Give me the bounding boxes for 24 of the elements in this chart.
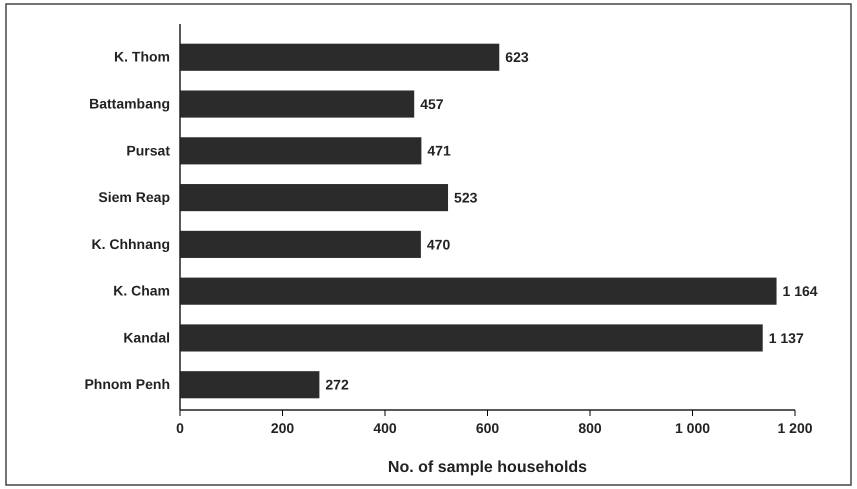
- y-tick-label: Kandal: [123, 329, 170, 346]
- x-tick-label: 0: [176, 420, 184, 436]
- x-tick-label: 400: [373, 420, 397, 436]
- x-tick-label: 1 000: [674, 420, 710, 436]
- y-tick-label: Pursat: [126, 142, 170, 158]
- data-label: 1 164: [782, 283, 818, 300]
- data-label: 623: [505, 49, 529, 66]
- x-tick-label: 600: [476, 420, 500, 436]
- x-axis-title: No. of sample households: [388, 459, 588, 476]
- data-label: 1 137: [768, 330, 804, 346]
- y-tick-label: K. Cham: [113, 282, 170, 299]
- y-tick-label: Phnom Penh: [84, 376, 170, 392]
- y-tick-label: K. Thom: [114, 48, 170, 65]
- y-tick-label: Siem Reap: [98, 189, 170, 206]
- x-tick-label: 1 200: [777, 420, 813, 436]
- data-label: 457: [420, 96, 444, 112]
- data-label: 523: [454, 190, 478, 206]
- y-tick-label: Battambang: [89, 96, 170, 112]
- x-tick-label: 800: [578, 420, 602, 436]
- y-tick-label: K. Chhnang: [91, 236, 170, 252]
- data-label: 470: [426, 236, 450, 252]
- data-label: 272: [325, 376, 349, 393]
- data-label: 471: [427, 142, 451, 159]
- x-tick-label: 200: [270, 420, 294, 436]
